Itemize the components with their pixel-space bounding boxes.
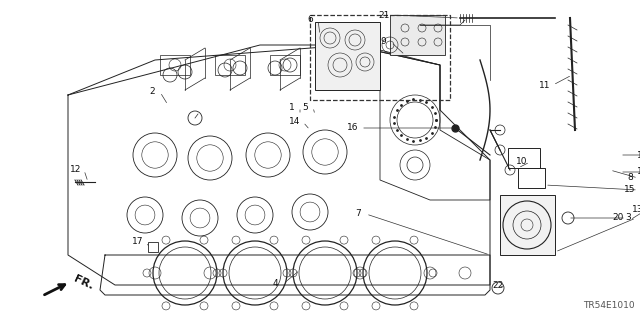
- Text: 11: 11: [540, 80, 551, 90]
- Text: 18: 18: [637, 151, 640, 160]
- Text: 8: 8: [627, 174, 633, 182]
- Text: 1: 1: [289, 102, 295, 112]
- Text: 4: 4: [272, 279, 278, 288]
- Polygon shape: [500, 195, 555, 255]
- Text: 12: 12: [70, 166, 82, 174]
- Text: 17: 17: [132, 238, 144, 247]
- Text: 5: 5: [302, 102, 308, 112]
- Polygon shape: [390, 15, 445, 55]
- Text: 3: 3: [625, 213, 631, 222]
- Text: 15: 15: [624, 186, 636, 195]
- Polygon shape: [315, 22, 380, 90]
- Text: 13: 13: [632, 205, 640, 214]
- Text: 7: 7: [355, 210, 361, 219]
- Text: 19: 19: [637, 167, 640, 176]
- Text: 2: 2: [149, 87, 155, 97]
- Text: 20: 20: [612, 213, 624, 222]
- Text: 14: 14: [289, 117, 301, 127]
- Text: 16: 16: [348, 123, 359, 132]
- Text: 6: 6: [307, 16, 313, 25]
- Text: 10: 10: [516, 158, 528, 167]
- Text: 21: 21: [378, 11, 390, 19]
- Text: TR54E1010: TR54E1010: [584, 301, 635, 310]
- Text: 9: 9: [380, 38, 386, 47]
- Text: FR.: FR.: [72, 274, 95, 292]
- Text: 22: 22: [492, 280, 504, 290]
